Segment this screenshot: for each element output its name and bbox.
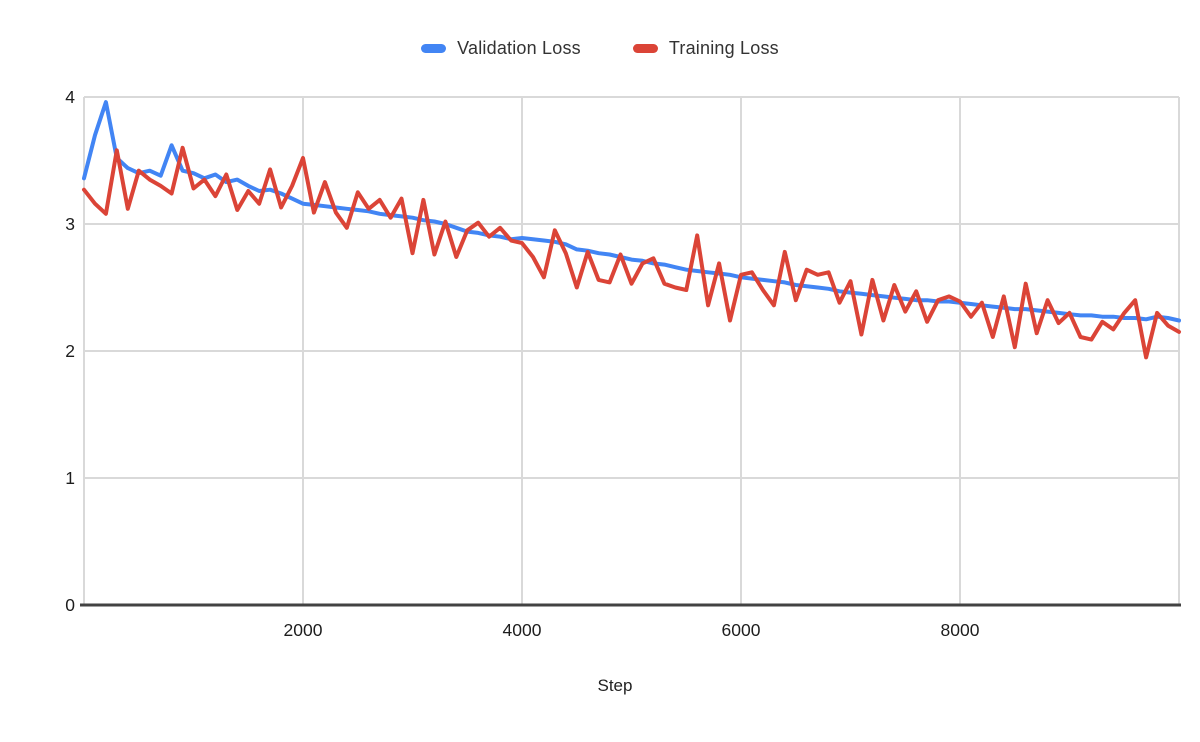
x-tick-label-4000: 4000 [503, 620, 542, 640]
series-line-validation-loss [82, 100, 1181, 323]
y-tick-label-1: 1 [65, 468, 75, 488]
series-line-training-loss [82, 145, 1181, 360]
legend-swatch-training-loss [632, 43, 658, 53]
legend-item-validation-loss: Validation Loss [421, 38, 581, 59]
x-tick-label-6000: 6000 [722, 620, 761, 640]
x-tick-label-2000: 2000 [284, 620, 323, 640]
x-axis-title: Step [597, 676, 633, 695]
legend-swatch-validation-loss [421, 43, 447, 53]
legend-item-training-loss: Training Loss [632, 37, 779, 59]
legend-label-validation-loss: Validation Loss [457, 37, 581, 58]
y-tick-label-0: 0 [65, 595, 75, 615]
y-tick-label-3: 3 [65, 214, 75, 234]
y-tick-label-2: 2 [65, 341, 75, 361]
legend-label-training-loss: Training Loss [668, 37, 779, 58]
x-tick-label-8000: 8000 [941, 620, 980, 640]
chart-legend: Validation Loss Training Loss [0, 34, 1200, 62]
y-tick-label-4: 4 [65, 87, 75, 107]
